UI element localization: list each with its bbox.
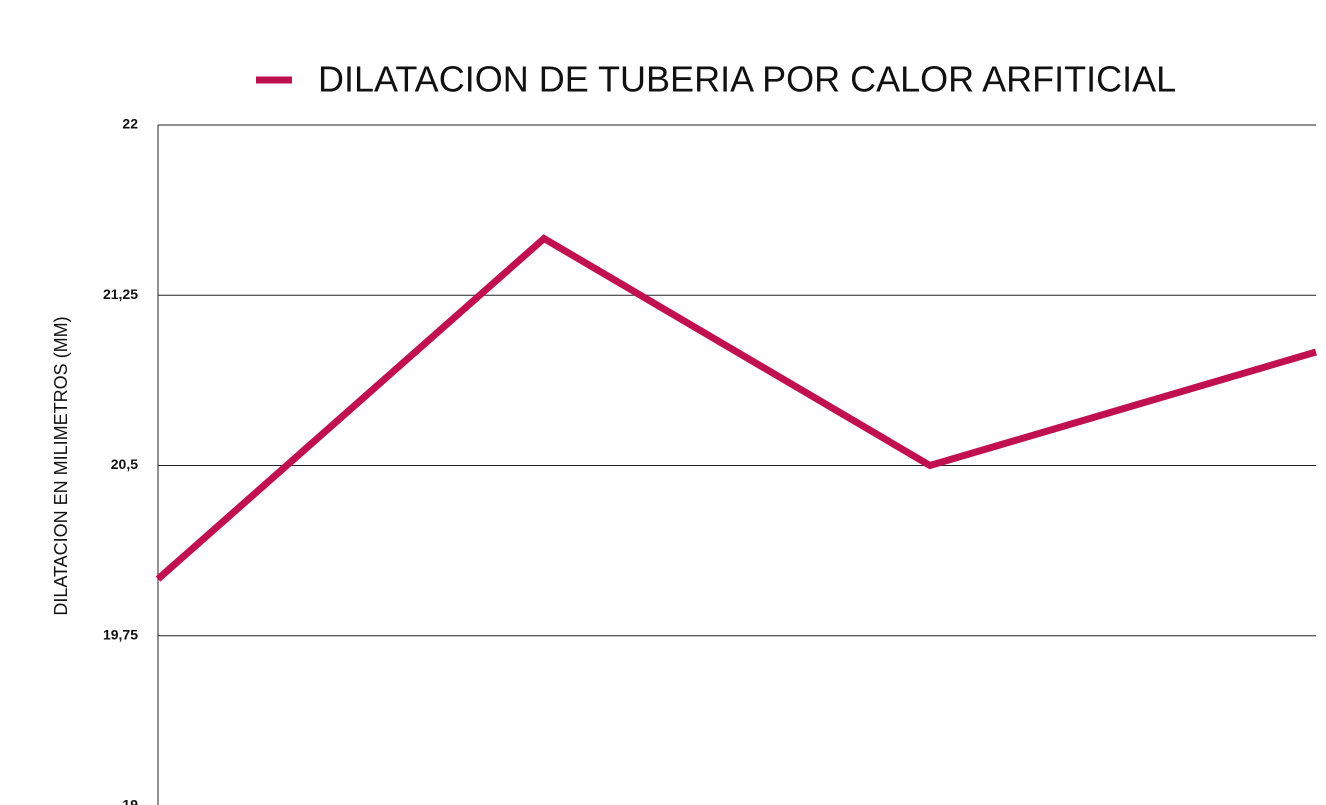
- y-tick-label: 19: [122, 797, 138, 805]
- y-axis-label: DILATACION EN MILIMETROS (MM): [51, 316, 71, 615]
- y-tick-label: 20,5: [111, 456, 138, 472]
- y-tick-label: 19,75: [103, 626, 138, 642]
- y-tick-label: 21,25: [103, 286, 138, 302]
- line-series: [155, 234, 1317, 582]
- legend-label: DILATACION DE TUBERIA POR CALOR ARFITICI…: [318, 59, 1176, 100]
- y-tick-label: 22: [122, 116, 138, 132]
